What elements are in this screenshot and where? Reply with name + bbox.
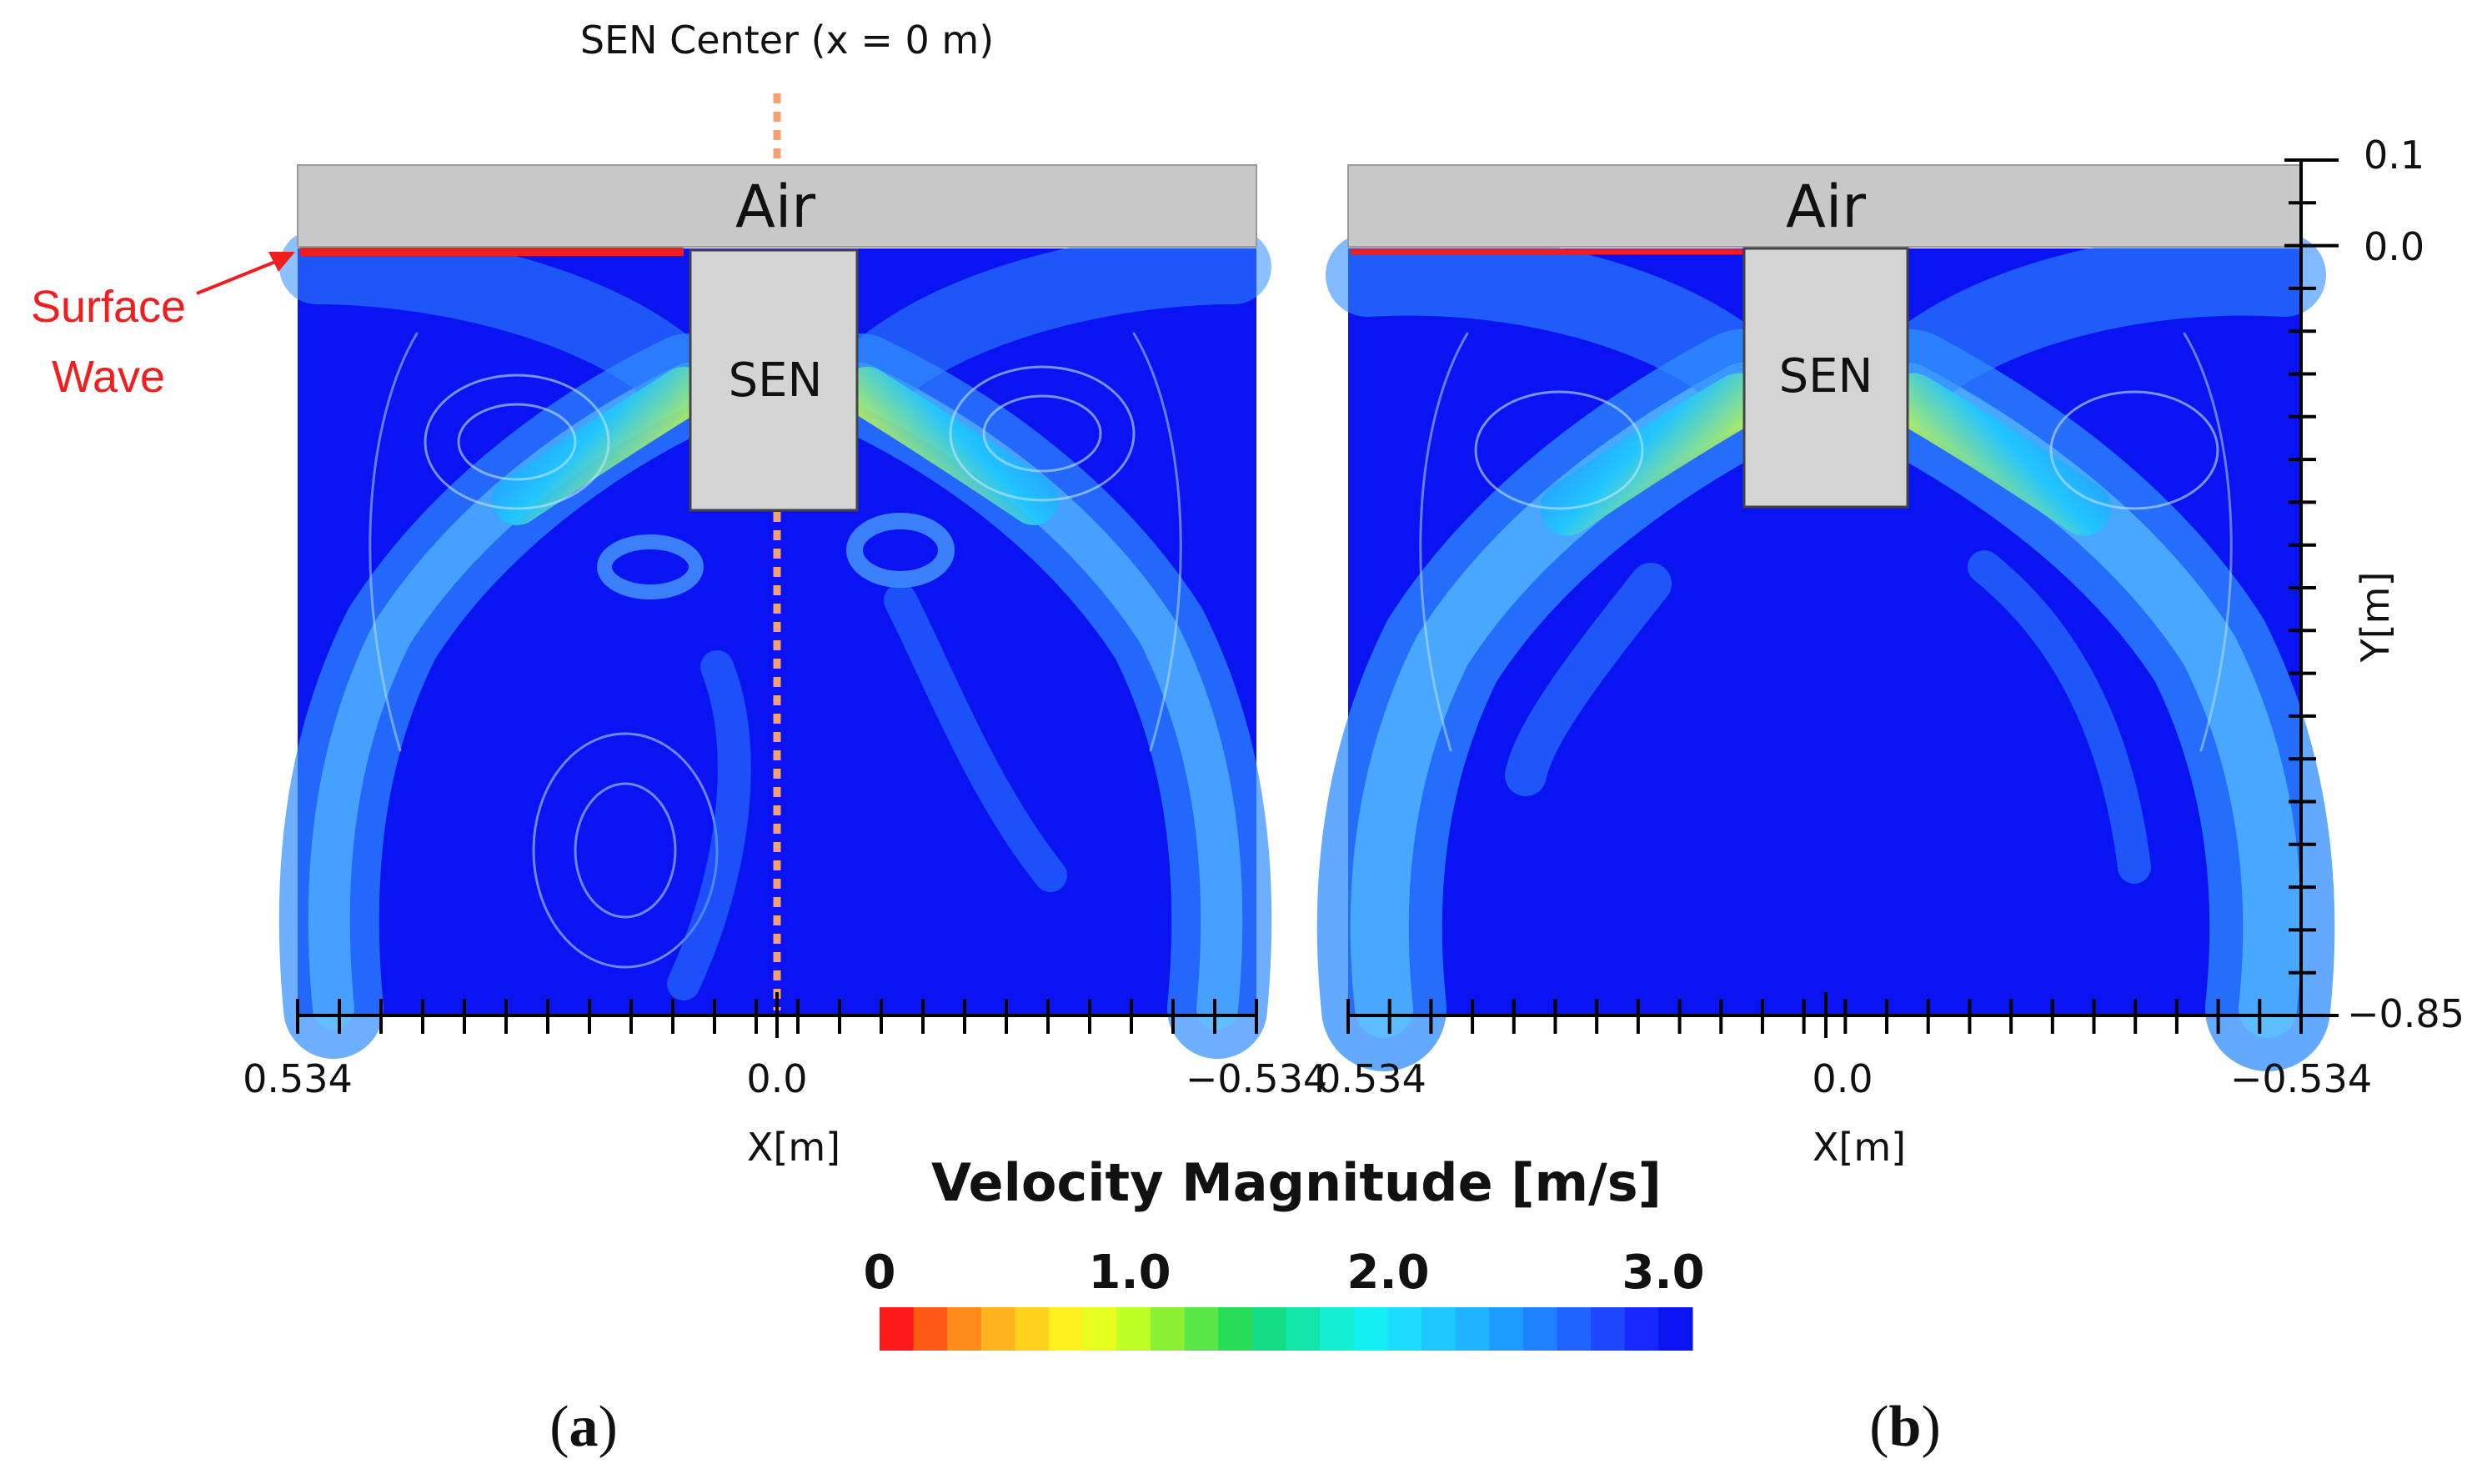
x-tick-right-a: −0.534	[1186, 1056, 1327, 1101]
colorbar-tick-3: 3.0	[1622, 1246, 1704, 1300]
colorbar-cell	[1116, 1307, 1151, 1351]
air-region-a	[297, 164, 1257, 248]
caption-b: (b)	[1869, 1395, 1941, 1459]
panel-b: Air SEN 0.534 0.0 −0.534 X[m] 0.1 0.0 −0…	[1316, 133, 2464, 1170]
y-tick-top: 0.1	[2364, 133, 2424, 178]
colorbar-tick-2: 2.0	[1346, 1246, 1429, 1300]
y-tick-bottom: −0.85	[2347, 991, 2464, 1036]
y-axis: 0.1 0.0 −0.85 Y[m]	[2284, 133, 2464, 1036]
colorbar-cell	[1591, 1307, 1626, 1351]
colorbar-cell	[1251, 1307, 1286, 1351]
colorbar-title: Velocity Magnitude [m/s]	[931, 1152, 1662, 1213]
colorbar-cell	[1421, 1307, 1457, 1351]
colorbar-cell	[1286, 1307, 1321, 1351]
colorbar-tick-0: 0	[864, 1246, 896, 1300]
air-label-a: Air	[735, 173, 815, 241]
air-region-b	[1347, 164, 2302, 248]
colorbar-cell	[1218, 1307, 1253, 1351]
surface-wave-arrowhead	[268, 252, 295, 272]
colorbar-cell	[1353, 1307, 1388, 1351]
colorbar-cell	[1082, 1307, 1117, 1351]
sen-label-b: SEN	[1779, 349, 1873, 404]
x-tick-left-b: 0.534	[1316, 1056, 1427, 1101]
colorbar-cell	[1184, 1307, 1219, 1351]
colorbar-cell	[947, 1307, 982, 1351]
panel-a: Air SEN 0.534 0.0 −0.534 X[m]	[243, 93, 1327, 1170]
sen-nozzle-a	[689, 248, 859, 512]
y-axis-label: Y[m]	[2353, 572, 2398, 664]
colorbar-cell	[1015, 1307, 1050, 1351]
x-axis-label-b: X[m]	[1813, 1125, 1906, 1170]
streamlines-b	[1316, 232, 2335, 1071]
colorbar-cell	[980, 1307, 1015, 1351]
colorbar-cell	[913, 1307, 948, 1351]
x-axis-label-a: X[m]	[747, 1125, 840, 1170]
colorbar-cell	[1455, 1307, 1490, 1351]
colorbar-cell	[1522, 1307, 1557, 1351]
colorbar-cell	[1557, 1307, 1592, 1351]
colorbar-cell	[1049, 1307, 1084, 1351]
x-axis-a: 0.534 0.0 −0.534 X[m]	[243, 992, 1327, 1170]
colorbar-tick-1: 1.0	[1088, 1246, 1171, 1300]
x-axis-b: 0.534 0.0 −0.534 X[m]	[1316, 992, 2372, 1170]
y-tick-zero: 0.0	[2364, 224, 2424, 269]
colorbar-cell	[1489, 1307, 1524, 1351]
colorbar-cell	[1387, 1307, 1422, 1351]
x-tick-right-b: −0.534	[2230, 1056, 2372, 1101]
colorbar-cell	[1624, 1307, 1659, 1351]
surface-wave-label-line1: Surface	[31, 282, 186, 332]
surface-wave-arrow	[196, 257, 284, 295]
x-tick-center-a: 0.0	[746, 1056, 807, 1101]
air-label-b: Air	[1786, 173, 1866, 241]
surface-wave-annotation: Surface Wave	[31, 252, 295, 402]
colorbar-cell	[1320, 1307, 1355, 1351]
sen-nozzle-b	[1742, 247, 1909, 509]
x-tick-left-a: 0.534	[243, 1056, 353, 1101]
colorbar: Velocity Magnitude [m/s] 0 1.0 2.0 3.0	[864, 1152, 1705, 1351]
sen-center-label: SEN Center (x = 0 m)	[580, 18, 994, 63]
x-tick-center-b: 0.0	[1812, 1056, 1873, 1101]
colorbar-cell	[1658, 1307, 1693, 1351]
colorbar-cell	[1151, 1307, 1186, 1351]
colorbar-cell	[880, 1307, 915, 1351]
caption-a: (a)	[549, 1395, 618, 1459]
surface-wave-label-line2: Wave	[52, 352, 165, 402]
sen-label-a: SEN	[729, 353, 823, 408]
streamlines-a	[278, 229, 1272, 1059]
